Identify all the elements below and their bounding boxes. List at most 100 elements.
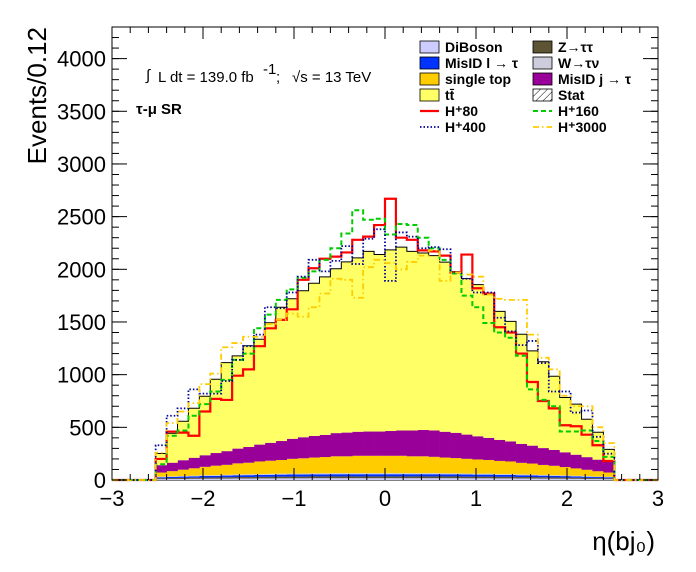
- bar-4-24: [417, 456, 429, 474]
- legend-label: H⁺160: [558, 103, 599, 119]
- lumi-label: L dt = 139.0 fb: [158, 69, 254, 86]
- bar-0-3: [188, 478, 200, 480]
- bar-2-18: [352, 474, 364, 477]
- legend-item: H⁺400: [420, 119, 486, 135]
- x-tick-label: 2: [561, 486, 573, 511]
- bar-3-31: [494, 474, 506, 475]
- bar-4-5: [210, 465, 222, 476]
- bar-1-26: [439, 476, 451, 479]
- stack-series-5: [155, 429, 615, 473]
- bar-4-20: [374, 455, 386, 474]
- bar-6-25: [428, 255, 440, 431]
- bar-4-28: [461, 458, 473, 474]
- bar-4-27: [450, 458, 462, 474]
- bar-2-10: [264, 474, 277, 477]
- bar-2-16: [330, 474, 342, 477]
- bar-0-8: [243, 478, 255, 480]
- bar-0-18: [352, 478, 364, 480]
- bar-5-2: [177, 460, 189, 470]
- legend: DiBoson Z→ττ MisID l → τ W→τν single top MisI…: [419, 39, 632, 135]
- bar-5-18: [352, 431, 364, 456]
- bar-2-8: [243, 475, 255, 478]
- bar-2-23: [406, 474, 419, 477]
- bar-5-24: [417, 429, 429, 457]
- bar-4-11: [275, 459, 288, 474]
- bar-6-32: [505, 321, 517, 442]
- bar-2-19: [363, 474, 375, 477]
- lumi-unit-exponent: -1: [263, 61, 276, 78]
- legend-item: H⁺3000: [533, 119, 607, 135]
- bar-0-39: [581, 478, 593, 480]
- bar-5-21: [385, 431, 397, 456]
- bar-1-11: [275, 476, 288, 479]
- bar-5-27: [450, 432, 462, 459]
- y-tick-label: 1000: [57, 363, 106, 388]
- bar-3-32: [505, 474, 517, 475]
- legend-item: single top: [419, 71, 511, 87]
- bar-0-9: [253, 478, 266, 480]
- bar-1-27: [450, 476, 462, 479]
- bar-4-8: [243, 462, 255, 475]
- bar-2-33: [516, 475, 528, 478]
- bar-5-12: [286, 438, 298, 459]
- bar-0-20: [374, 478, 386, 480]
- bar-3-1: [166, 476, 178, 477]
- legend-swatch: [419, 88, 440, 102]
- bar-3-25: [428, 473, 440, 475]
- bar-5-37: [559, 452, 571, 468]
- bar-0-4: [199, 478, 211, 480]
- bar-1-5: [210, 477, 222, 479]
- bar-0-26: [439, 478, 451, 480]
- bar-1-35: [537, 477, 550, 479]
- y-tick-label: 0: [94, 468, 106, 493]
- bar-3-8: [243, 474, 255, 476]
- bar-3-41: [603, 476, 615, 478]
- bar-5-22: [395, 430, 408, 456]
- x-tick-label: 0: [379, 486, 391, 511]
- bar-5-5: [210, 453, 222, 466]
- bar-6-6: [221, 362, 233, 452]
- bar-0-23: [406, 478, 419, 480]
- bar-1-4: [199, 477, 211, 479]
- x-axis-title: η(bj₀): [592, 526, 655, 556]
- bar-3-33: [516, 474, 528, 476]
- bar-5-11: [275, 441, 288, 460]
- bar-6-18: [352, 257, 364, 432]
- stack-series-2: [155, 474, 615, 479]
- legend-item: DiBoson: [419, 39, 503, 55]
- legend-swatch: [419, 56, 440, 70]
- bar-2-3: [188, 476, 200, 478]
- y-tick-label: 2000: [57, 257, 106, 282]
- annotations: ∫ L dt = 139.0 fb -1 ; √s = 13 TeV τ-μ S…: [136, 61, 371, 118]
- bar-6-41: [603, 449, 615, 462]
- bar-6-2: [177, 421, 189, 461]
- bar-0-41: [603, 479, 615, 480]
- bar-4-30: [483, 459, 495, 474]
- bar-0-32: [505, 478, 517, 480]
- bar-4-9: [253, 461, 266, 475]
- stack-series-1: [155, 476, 615, 480]
- bar-3-15: [319, 473, 331, 475]
- bar-0-22: [395, 478, 408, 480]
- bar-6-11: [275, 307, 288, 442]
- lumi-separator: ;: [276, 69, 280, 86]
- bar-4-2: [177, 469, 189, 476]
- bar-4-19: [363, 455, 375, 474]
- bar-3-6: [221, 474, 233, 476]
- bar-0-6: [221, 478, 233, 480]
- bar-4-36: [548, 465, 561, 476]
- bar-1-31: [494, 476, 506, 479]
- bar-6-29: [472, 284, 484, 437]
- bar-4-22: [395, 455, 408, 474]
- bar-5-25: [428, 430, 440, 457]
- bar-2-15: [319, 474, 331, 477]
- bar-6-27: [450, 271, 462, 433]
- bar-6-23: [406, 251, 419, 431]
- bar-4-15: [319, 457, 331, 474]
- bar-2-41: [603, 477, 615, 479]
- bar-1-1: [166, 478, 178, 480]
- bar-3-14: [308, 473, 320, 475]
- bar-4-39: [581, 469, 593, 477]
- bar-0-37: [559, 478, 571, 480]
